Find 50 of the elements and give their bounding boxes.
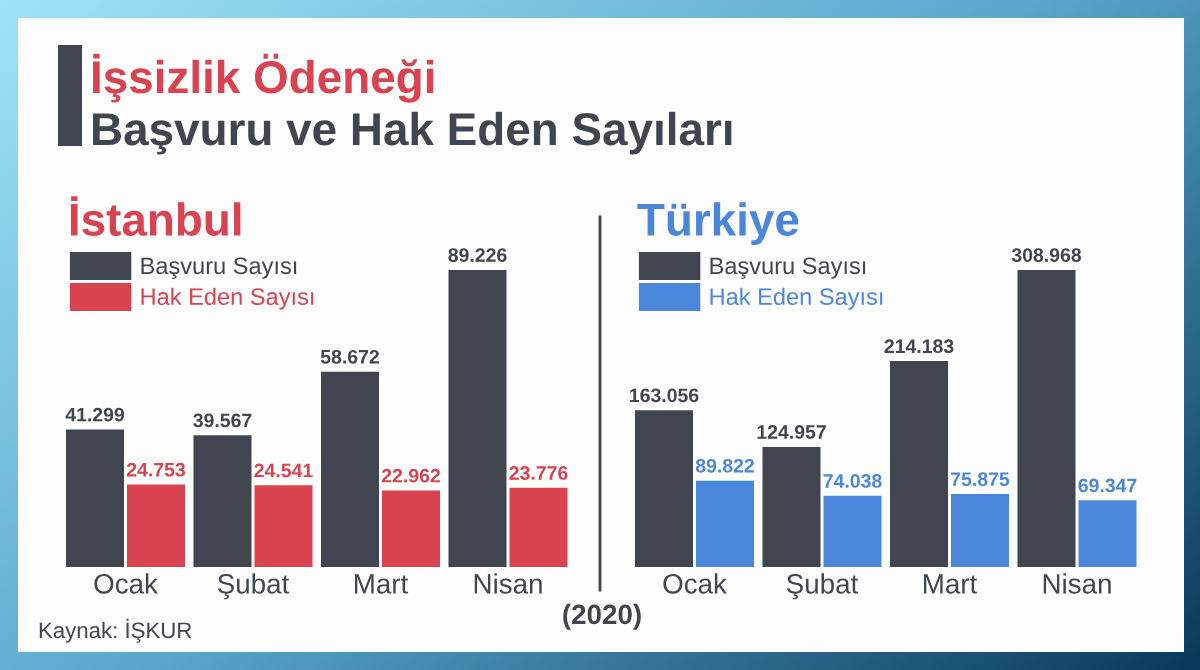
bar — [66, 429, 124, 567]
bar — [193, 435, 252, 567]
bar — [951, 494, 1009, 567]
x-tick-label: Ocak — [663, 573, 727, 594]
data-label: 39.567 — [193, 413, 252, 428]
data-label: 41.299 — [65, 407, 125, 422]
bar — [254, 485, 313, 567]
chart-title: İstanbul — [70, 196, 241, 236]
bar — [1078, 500, 1137, 567]
text: Başvuru ve Hak Eden Sayıları — [93, 111, 732, 155]
x-tick-label: Mart — [355, 574, 409, 594]
data-label: 75.875 — [951, 472, 1010, 487]
x-tick-label: Şubat — [786, 573, 859, 600]
bar — [509, 487, 568, 567]
data-label: 74.038 — [823, 474, 882, 488]
legend-label: Hak Eden Sayısı — [710, 287, 883, 310]
bar — [823, 495, 882, 567]
chart-title: Türkiye — [637, 202, 799, 245]
data-label: 58.672 — [320, 349, 379, 364]
data-label: 89.226 — [448, 248, 507, 262]
data-label: 23.776 — [509, 466, 568, 480]
legend-label: Hak Eden Sayısı — [141, 287, 314, 310]
x-tick-label: Nisan — [474, 573, 542, 594]
legend-label: Başvuru Sayısı — [710, 257, 866, 279]
bar — [696, 480, 754, 567]
bar — [762, 446, 821, 567]
data-label: 24.753 — [126, 462, 186, 477]
x-tick-label: Şubat — [217, 573, 290, 600]
x-tick-label: Ocak — [94, 573, 158, 594]
bar — [127, 484, 185, 567]
data-label: 214.183 — [884, 339, 954, 354]
text: (2020) — [563, 603, 641, 630]
data-label: 89.822 — [695, 458, 754, 473]
x-tick-label: Nisan — [1043, 573, 1111, 594]
text: Kaynak: İŞKUR — [39, 618, 192, 643]
bar — [635, 410, 693, 567]
text: İşsizlik Ödeneği — [93, 53, 434, 103]
data-label: 69.347 — [1078, 478, 1137, 493]
bar — [890, 361, 948, 567]
bar — [382, 490, 440, 567]
x-tick-label: Mart — [924, 574, 978, 594]
data-label: 163.056 — [630, 388, 699, 403]
data-label: 24.541 — [254, 463, 313, 478]
data-label: 22.962 — [381, 468, 440, 483]
data-label: 124.957 — [757, 425, 826, 439]
bar — [448, 270, 507, 567]
legend-label: Başvuru Sayısı — [141, 257, 297, 279]
bar — [1017, 270, 1076, 567]
bar — [321, 371, 379, 567]
data-label: 308.968 — [1011, 248, 1082, 263]
